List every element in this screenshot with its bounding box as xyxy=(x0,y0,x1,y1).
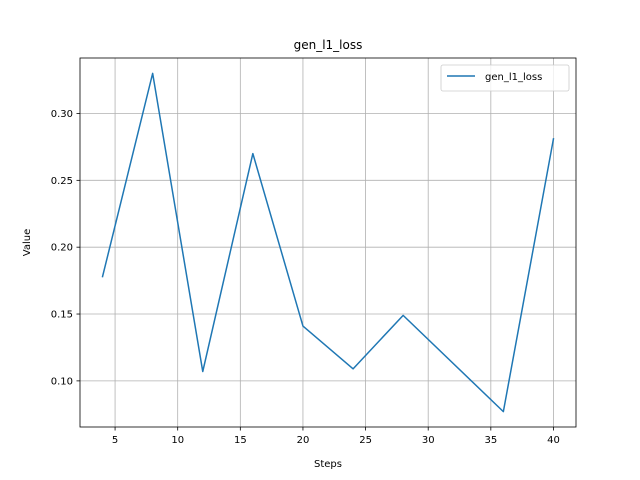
x-tick-label: 40 xyxy=(547,435,560,446)
y-tick-label: 0.20 xyxy=(51,243,73,254)
y-tick-label: 0.25 xyxy=(51,176,73,187)
chart-title: gen_l1_loss xyxy=(294,38,363,52)
y-tick-label: 0.10 xyxy=(51,376,73,387)
x-tick-label: 20 xyxy=(297,435,310,446)
series-line-gen_l1_loss xyxy=(101,72,555,413)
legend-label-gen_l1_loss: gen_l1_loss xyxy=(485,72,542,83)
x-tick-label: 35 xyxy=(484,435,497,446)
x-tick-label: 15 xyxy=(234,435,247,446)
x-tick-label: 30 xyxy=(422,435,435,446)
legend: gen_l1_loss xyxy=(440,64,570,92)
x-axis-label: Steps xyxy=(314,459,342,470)
y-axis-label: Value xyxy=(22,229,33,256)
x-tick-label: 5 xyxy=(112,435,118,446)
x-tick-label: 25 xyxy=(359,435,372,446)
plot-frame xyxy=(79,57,577,428)
y-tick-label: 0.15 xyxy=(51,310,73,321)
y-axis-ticks: 0.10 0.15 0.20 0.25 0.30 xyxy=(51,109,80,387)
legend-box xyxy=(440,64,570,92)
y-tick-label: 0.30 xyxy=(51,109,73,120)
grid xyxy=(80,58,576,427)
x-axis-ticks: 5 10 15 20 25 30 35 40 xyxy=(112,427,560,446)
series-layer xyxy=(101,72,555,413)
x-tick-label: 10 xyxy=(171,435,184,446)
